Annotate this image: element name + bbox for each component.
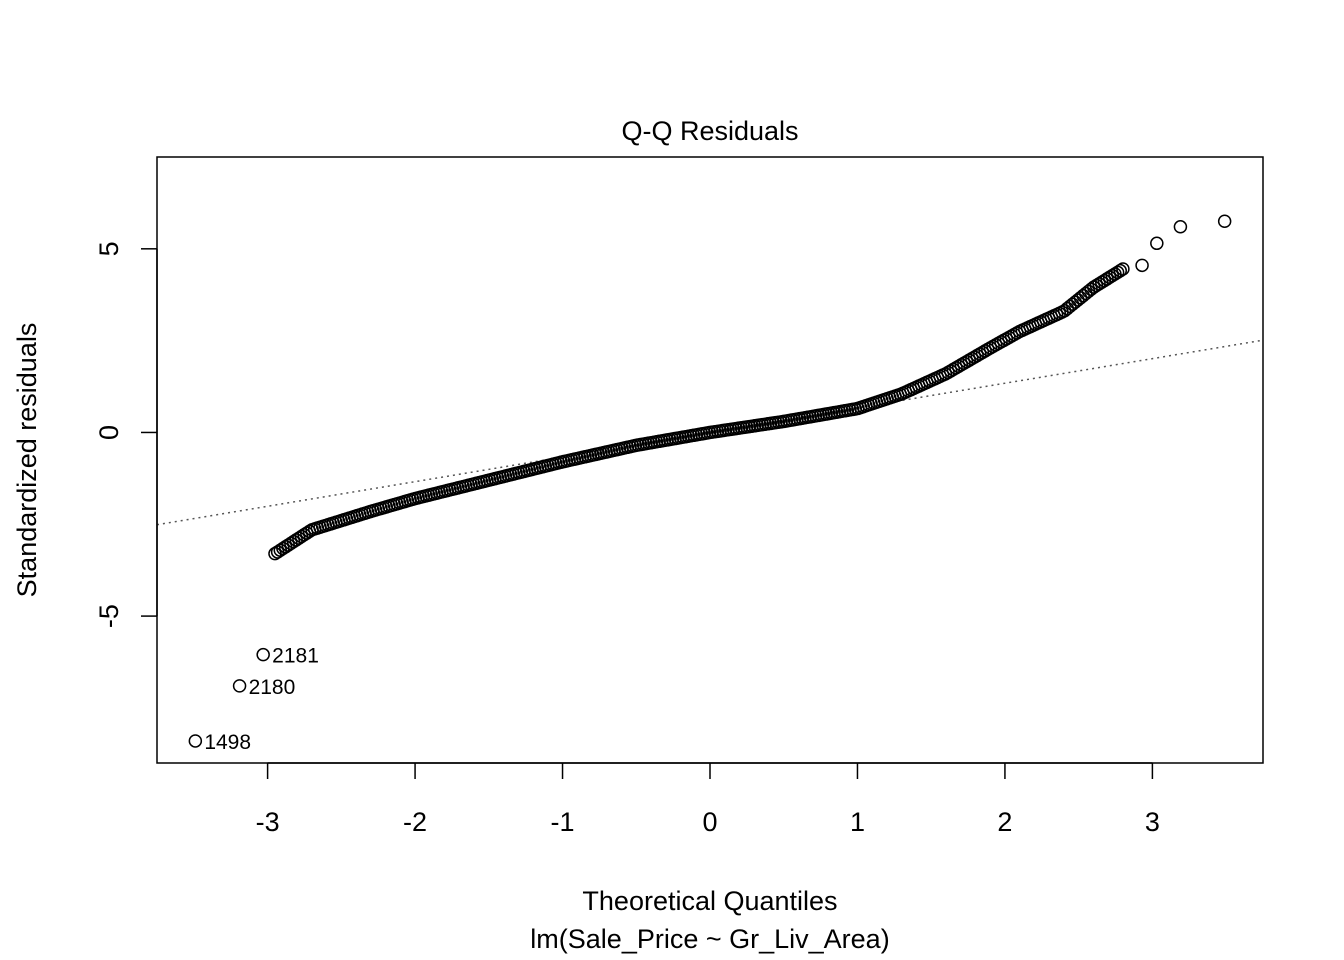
y-axis: -5 0 5 [94,241,158,628]
x-tick-label: 0 [702,807,717,837]
outlier-label: 2180 [249,676,296,699]
y-tick-label: 0 [94,425,124,440]
y-tick-label: 5 [94,241,124,256]
x-tick-label: 3 [1145,807,1160,837]
x-tick-label: 1 [850,807,865,837]
outlier-point [188,734,203,748]
chart-subtitle: lm(Sale_Price ~ Gr_Liv_Area) [530,924,889,954]
qq-point [1217,214,1232,229]
x-axis-label: Theoretical Quantiles [582,886,837,916]
y-axis-label: Standardized residuals [12,323,42,598]
outlier-point [256,647,270,662]
qq-point [1116,262,1130,276]
x-tick-label: -1 [551,807,575,837]
plot-frame [156,156,1264,764]
outlier-label: 1498 [204,731,251,754]
outlier-point [232,679,247,693]
x-tick-label: 2 [997,807,1012,837]
qq-reference-line [156,339,1264,526]
qq-point [1135,258,1149,273]
x-tick-label: -3 [256,807,280,837]
chart-title: Q-Q Residuals [621,116,798,146]
outlier-label: 2181 [272,645,319,668]
x-tick-label: -2 [403,807,427,837]
y-tick-label: -5 [94,604,124,628]
qq-point [1150,236,1164,251]
qq-point [1173,220,1188,234]
qq-point [1113,263,1128,278]
x-axis: -3 -2 -1 0 1 2 3 [256,762,1160,837]
